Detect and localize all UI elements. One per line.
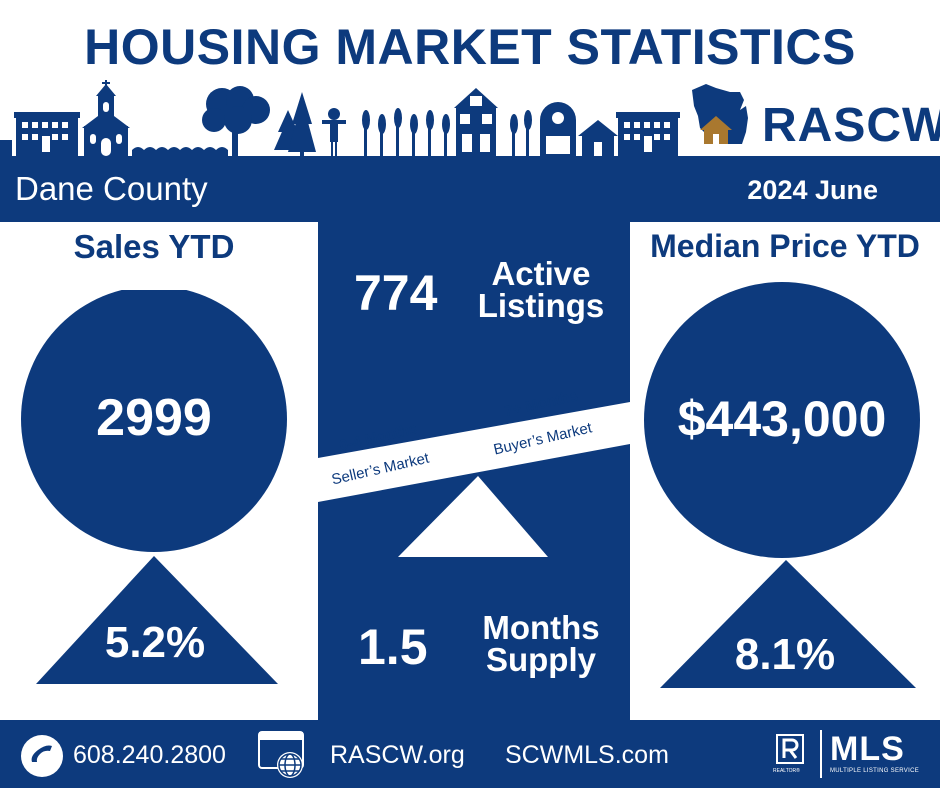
footer-divider xyxy=(820,730,822,778)
realtor-caption: REALTOR® xyxy=(773,768,800,774)
months-supply-label-line1: Months xyxy=(482,609,600,646)
months-supply-label-line2: Supply xyxy=(485,641,596,678)
sales-ytd-title: Sales YTD xyxy=(73,228,235,265)
seesaw-fulcrum xyxy=(398,476,548,557)
mls-caption: MULTIPLE LISTING SERVICE xyxy=(830,768,919,774)
median-price-circle xyxy=(644,282,920,558)
sales-shapes xyxy=(21,290,287,684)
active-listings-label-line1: Active xyxy=(491,255,591,292)
sales-ytd-value: 2999 xyxy=(96,389,212,447)
median-price-value: $443,000 xyxy=(677,391,887,447)
footer-phone[interactable]: 608.240.2800 xyxy=(73,741,226,769)
period-label: 2024 June xyxy=(747,175,878,205)
sales-circle xyxy=(21,290,287,552)
page-title: HOUSING MARKET STATISTICS xyxy=(84,19,856,75)
wisconsin-house-icon xyxy=(692,84,748,144)
mls-logo: MLS xyxy=(830,730,905,768)
footer-link-scwmls[interactable]: SCWMLS.com xyxy=(505,741,669,769)
seesaw-plank xyxy=(318,402,630,502)
active-listings-label: Active Listings xyxy=(466,255,616,324)
sales-up-triangle-icon xyxy=(36,556,278,684)
realtor-r-icon xyxy=(776,734,804,764)
months-supply-value: 1.5 xyxy=(358,619,428,675)
market-seesaw xyxy=(318,402,630,557)
sales-ytd-change: 5.2% xyxy=(104,618,206,667)
months-supply-label: Months Supply xyxy=(466,609,616,678)
median-price-shapes xyxy=(644,282,920,688)
footer-link-rascw[interactable]: RASCW.org xyxy=(330,741,465,769)
median-price-title: Median Price YTD xyxy=(650,228,920,264)
median-price-change: 8.1% xyxy=(734,630,836,679)
phone-icon xyxy=(21,735,63,777)
header-band xyxy=(0,156,940,222)
skyline-illustration xyxy=(0,80,680,156)
active-listings-label-line2: Listings xyxy=(477,287,605,324)
rascw-logo: RASCW xyxy=(762,99,940,152)
globe-browser-icon xyxy=(258,731,304,778)
median-price-up-triangle-icon xyxy=(660,560,916,688)
active-listings-value: 774 xyxy=(354,265,438,321)
region-label: Dane County xyxy=(15,170,208,207)
